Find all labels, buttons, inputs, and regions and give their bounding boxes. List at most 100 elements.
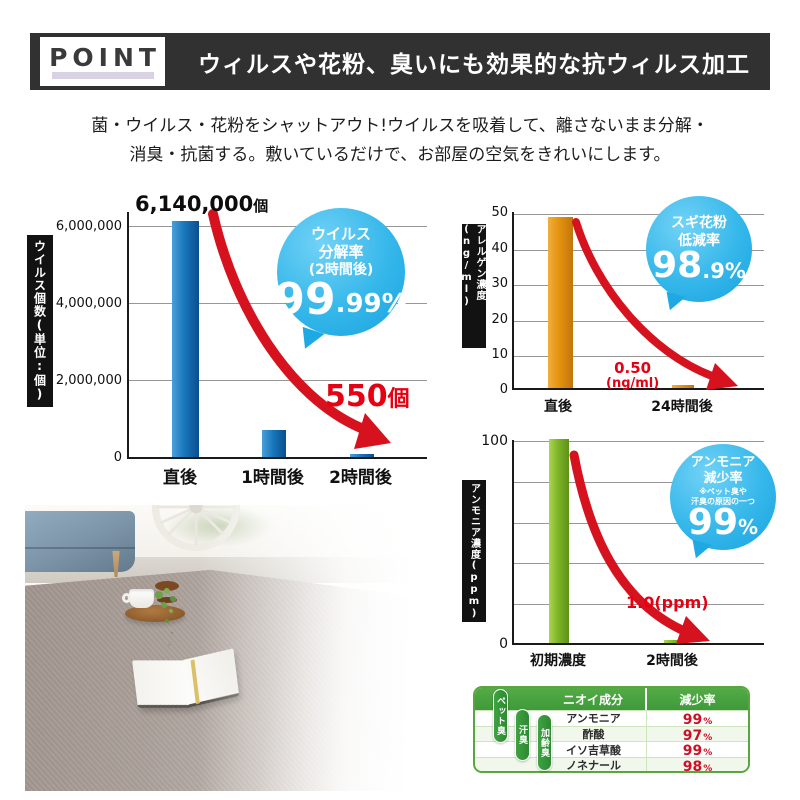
bubble-note: ※ペット臭や [699, 487, 747, 497]
bubble-line: アンモニア [690, 454, 756, 470]
window-light [198, 505, 437, 791]
component-name: アンモニア [475, 711, 647, 726]
ytick-6m: 6,000,000 [55, 219, 122, 234]
bubble-big-number: 99 [687, 502, 739, 544]
bar-24hours [672, 385, 694, 388]
allergen-end-value: 0.50 (ng/ml) [606, 360, 659, 391]
wooden-tray [125, 605, 185, 622]
allergen-end-unit: (ng/ml) [606, 375, 660, 391]
ytick-0: 0 [499, 382, 508, 397]
virus-end-value: 550個 [325, 380, 410, 413]
table-row: アンモニア 99% [475, 710, 748, 728]
bubble-line: (2時間後) [308, 262, 374, 279]
ytick-20: 20 [491, 312, 508, 327]
bubble-small-number: .99% [335, 289, 408, 320]
rate-unit: % [703, 764, 713, 773]
table-row: ノネナール 98% [475, 757, 748, 773]
allergen-chart: アレルゲン濃度(ng/ml) 50 40 30 20 10 0 0.50 (ng… [458, 196, 770, 420]
virus-end-unit: 個 [387, 387, 410, 412]
rate-value: 98 [682, 759, 703, 773]
bubble-line: スギ花粉 [671, 215, 727, 232]
sofa-leg [112, 551, 120, 577]
book-left-page [132, 660, 190, 708]
rate-unit: % [703, 717, 713, 727]
rate-value: 99 [682, 743, 703, 760]
bar-2hours [664, 640, 686, 643]
rate-unit: % [703, 732, 713, 743]
ytick-4m: 4,000,000 [55, 296, 122, 311]
trailing-plant [155, 591, 163, 599]
intro-line-2: 消臭・抗菌する。敷いているだけで、お部屋の空気をきれいにします。 [129, 144, 671, 165]
ytick-100: 100 [481, 433, 508, 449]
virus-start-unit: 個 [253, 197, 269, 215]
xlabel-1hour: 1時間後 [241, 468, 304, 488]
side-label-aging-odor: 加齢臭 [537, 714, 552, 771]
component-name: ノネナール [475, 758, 647, 771]
bubble-line: ウイルス [310, 224, 371, 243]
bubble-small-number: % [738, 515, 759, 540]
ytick-10: 10 [491, 347, 508, 362]
ytick-50: 50 [491, 205, 508, 220]
point-label: POINT [49, 42, 161, 72]
bubble-line: 減少率 [703, 470, 743, 486]
bubble-note: 汗臭の原因の一つ [691, 497, 755, 507]
virus-end-number: 550 [325, 379, 388, 414]
virus-start-number: 6,140,000 [135, 192, 254, 216]
xlabel-immediately: 直後 [163, 468, 197, 488]
bar-immediately [548, 216, 573, 388]
point-underline [51, 71, 154, 79]
ytick-40: 40 [491, 241, 508, 256]
sofa-seam [25, 547, 135, 549]
xlabel-immediately: 直後 [544, 399, 572, 415]
ammonia-chart-ylabel: アンモニア濃度(ppm) [462, 480, 486, 622]
intro-text: 菌・ウイルス・花粉をシャットアウト!ウイルスを吸着して、離さないまま分解・ 消臭… [0, 112, 800, 170]
side-label-sweat-odor: 汗臭 [515, 709, 530, 761]
virus-chart-ylabel: ウイルス個数(単位:個) [27, 235, 53, 407]
virus-count-chart: ウイルス個数(単位:個) 6,000,000 4,000,000 2,000,0… [27, 192, 442, 488]
cup-handle [122, 593, 131, 603]
ammonia-end-value: 1.0(ppm) [626, 593, 709, 612]
table-header-row: ニオイ成分 減少率 [475, 688, 748, 710]
virus-start-value: 6,140,000個 [135, 192, 268, 216]
component-name: 酢酸 [475, 726, 647, 742]
bubble-small-number: .9% [702, 258, 746, 283]
bubble-line: 低減率 [678, 232, 720, 249]
bubble-line: 分解率 [318, 243, 364, 262]
xlabel-24hours: 24時間後 [651, 399, 713, 415]
ytick-30: 30 [491, 276, 508, 291]
room-photo [25, 505, 437, 791]
allergen-chart-ylabel: アレルゲン濃度(ng/ml) [461, 224, 486, 348]
xlabel-initial: 初期濃度 [530, 653, 586, 669]
pollen-rate-bubble: スギ花粉 低減率 98 .9% [646, 196, 752, 302]
bar-1hour [262, 430, 286, 457]
header-band: POINT ウィルスや花粉、臭いにも効果的な抗ウィルス加工 [30, 33, 770, 90]
ytick-2m: 2,000,000 [55, 373, 122, 388]
col-header-component: ニオイ成分 [475, 688, 647, 710]
header-title: ウィルスや花粉、臭いにも効果的な抗ウィルス加工 [198, 51, 750, 78]
bubble-big-number: 99 [274, 273, 336, 325]
bar-initial [549, 439, 569, 643]
coffee-cup [122, 589, 154, 608]
bubble-big-number: 98 [652, 245, 703, 287]
ammonia-rate-bubble: アンモニア 減少率 ※ペット臭や 汗臭の原因の一つ 99 % [670, 444, 776, 550]
virus-rate-bubble: ウイルス 分解率 (2時間後) 99 .99% [274, 208, 408, 336]
side-label-pet-odor: ペット臭 [493, 689, 508, 743]
rate-value: 97 [682, 727, 703, 744]
gridline [514, 214, 764, 215]
col-header-rate: 減少率 [679, 692, 716, 707]
bar-immediately [172, 220, 199, 457]
ytick-0: 0 [499, 636, 508, 652]
candle-stand [155, 581, 179, 591]
ammonia-chart: アンモニア濃度(ppm) 100 0 1.0(ppm) 初期濃度 2時間後 アン… [458, 432, 776, 675]
xlabel-2hours: 2時間後 [329, 468, 392, 488]
point-badge: POINT [40, 37, 165, 86]
ytick-0: 0 [113, 450, 122, 465]
rate-value: 99 [682, 712, 703, 728]
table-row: イソ吉草酸 99% [475, 741, 748, 760]
xlabel-2hours: 2時間後 [646, 653, 698, 669]
allergen-end-number: 0.50 [614, 359, 652, 377]
component-name: イソ吉草酸 [475, 742, 647, 758]
bar-2hours [350, 454, 374, 457]
gridline [514, 441, 764, 442]
rate-unit: % [703, 748, 713, 759]
